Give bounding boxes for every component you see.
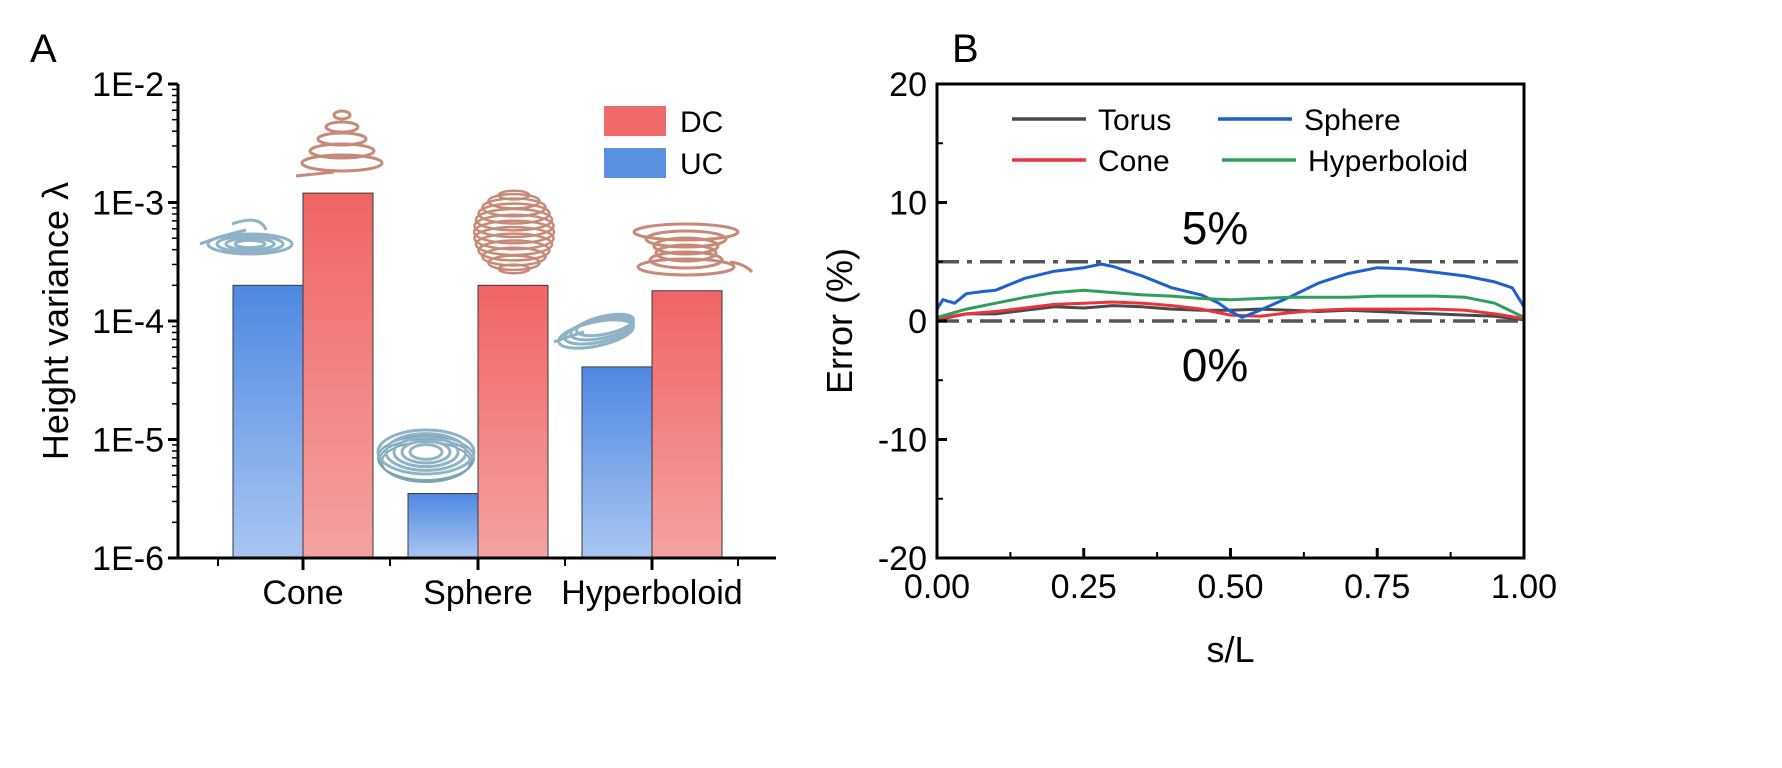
hyperboloid-uc-coil-illustration [553, 312, 635, 350]
coil-turn [497, 263, 531, 275]
bar-dc-cone [302, 192, 374, 559]
panel-b-axes: -20 -10 0 10 20 0.00 0.25 0.50 0.75 1.00 s/L Error … [819, 66, 1557, 670]
coil-turn [400, 439, 452, 465]
coil-turn [652, 236, 720, 256]
coil-turn [224, 236, 276, 252]
x-tick-label-hyperboloid: Hyperboloid [561, 574, 742, 612]
legend-label-torus: Torus [1098, 104, 1171, 137]
sphere-dc-coil-illustration [472, 189, 556, 275]
coil-turn [233, 238, 267, 250]
y-axis-title: Height variance λ [35, 182, 76, 460]
panel-b-letter: B [952, 27, 979, 71]
cone-dc-coil-illustration [295, 109, 384, 178]
cone-uc-coil-turns [206, 232, 294, 256]
legend-label-dc: DC [680, 106, 723, 139]
y-tick-label: -10 [878, 422, 927, 460]
x-tick-label: 1.00 [1491, 568, 1557, 606]
coil-turn [332, 109, 352, 121]
x-tick-label-cone: Cone [262, 574, 343, 612]
x-axis-title: s/L [1206, 629, 1254, 670]
coil-turn [472, 219, 556, 245]
y-tick-label: 1E-3 [92, 185, 164, 223]
x-tick-label: 0.25 [1051, 568, 1117, 606]
reference-lines: 5% 0% [937, 202, 1524, 391]
coil-tail [231, 218, 268, 231]
x-tick-label-sphere: Sphere [423, 574, 533, 612]
y-tick-label: 1E-4 [92, 303, 164, 341]
coil-tail [553, 330, 585, 344]
coil-turn [644, 229, 728, 249]
x-tick-label: 0.00 [904, 568, 970, 606]
hyperboloid-dc-coil-illustration [632, 222, 754, 277]
series-line-hyperboloid [936, 288, 1525, 319]
bar-uc-cone [232, 284, 304, 559]
coil-turn [648, 250, 724, 270]
legend-label-hyperboloid: Hyperboloid [1308, 145, 1468, 178]
series-line-cone [936, 300, 1525, 321]
y-tick-label: 1E-6 [92, 540, 164, 578]
coil-turn [481, 197, 547, 218]
legend-label-cone: Cone [1098, 145, 1170, 178]
legend-label-uc: UC [680, 148, 723, 181]
coil-turn [636, 257, 736, 277]
series-lines [935, 262, 1526, 322]
coil-turn [474, 207, 554, 232]
x-tick-label: 0.75 [1344, 568, 1410, 606]
bar-uc-hyperboloid [581, 366, 653, 559]
panel-a-legend: DC UC [604, 106, 723, 181]
y-tick-label: 1E-2 [92, 66, 164, 104]
panel-b-legend: Torus Cone Sphere Hyperboloid [1012, 104, 1468, 178]
coil-turn [300, 153, 384, 173]
coil-turn [473, 213, 555, 239]
coil-turn [324, 120, 360, 134]
legend-swatch-uc [604, 148, 666, 178]
legend-swatch-dc [604, 106, 666, 136]
coil-turn [575, 312, 635, 338]
y-tick-label: -20 [878, 540, 927, 578]
coil-turn [477, 202, 551, 225]
bar-group [232, 192, 723, 559]
coil-turn [477, 239, 551, 262]
coil-turn [654, 243, 718, 263]
panel-a-axes: Cone Sphere Hyperboloid 1E-6 1E-5 1E-4 1E-3 1E-… [35, 66, 776, 612]
coil-turn [632, 222, 740, 242]
y-tick-label: 1E-5 [92, 422, 164, 460]
panel-b-line-chart: 5% 0% -20 -10 0 10 20 0.00 0.25 0.50 0.75 1.00 s/L E… [819, 66, 1557, 670]
x-tick-label: 0.50 [1197, 568, 1263, 606]
coil-tail [729, 260, 754, 274]
y-axis-title: Error (%) [819, 248, 860, 394]
panel-a-bar-chart: Cone Sphere Hyperboloid 1E-6 1E-5 1E-4 1E-3 1E-… [35, 66, 776, 612]
coil-turn [206, 232, 294, 256]
coil-illustrations [199, 109, 754, 483]
panel-a-letter: A [30, 27, 57, 71]
bar-uc-sphere [407, 493, 479, 559]
reference-label-0: 0% [1182, 339, 1248, 391]
reference-label-5: 5% [1182, 202, 1248, 254]
y-tick-label: 20 [889, 66, 927, 104]
coil-turn [384, 432, 468, 472]
y-tick-label: 0 [908, 303, 927, 341]
bar-dc-sphere [477, 284, 549, 559]
coil-turn [408, 443, 444, 461]
coil-tail [295, 170, 335, 178]
sphere-uc-coil-turns [376, 428, 476, 476]
coil-turn [473, 225, 555, 251]
coil-turn [376, 428, 476, 476]
y-tick-label: 10 [889, 185, 927, 223]
legend-label-sphere: Sphere [1304, 104, 1401, 137]
coil-turn [308, 142, 376, 160]
coil-turn [215, 234, 285, 254]
coil-turn [392, 435, 460, 469]
bar-dc-hyperboloid [651, 290, 723, 559]
coil-turn [487, 254, 541, 272]
